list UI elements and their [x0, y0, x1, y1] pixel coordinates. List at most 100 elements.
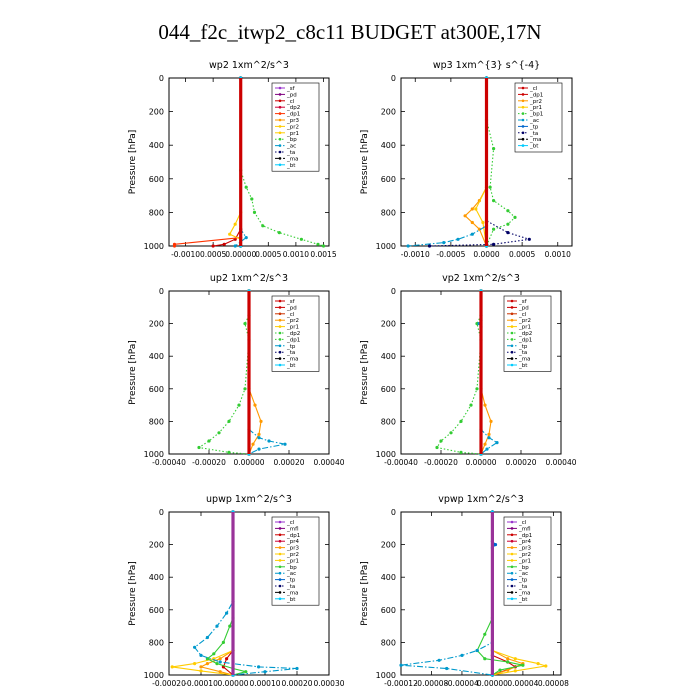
legend-label: _ac	[529, 118, 539, 124]
legend-marker	[278, 137, 282, 141]
legend-marker	[510, 306, 514, 309]
legend-marker	[510, 533, 514, 537]
x-tick-label: -0.0010	[171, 250, 200, 259]
data-point-ac	[199, 653, 203, 658]
legend-label: _tp	[518, 578, 528, 584]
data-point-bp	[250, 197, 254, 201]
legend-label: _pr2	[529, 99, 542, 105]
data-point-pr3	[218, 657, 222, 661]
data-point-ac	[225, 611, 229, 615]
legend-label: _pr1	[518, 558, 531, 564]
x-tick-label: 0.00000	[465, 458, 496, 467]
series-line-ac	[194, 512, 298, 676]
legend-label: _tp	[529, 124, 539, 130]
data-point-pr3	[218, 670, 222, 674]
data-point-pr2	[536, 662, 540, 666]
legend-marker	[510, 546, 514, 549]
chart-panel-2: wp3 1xm^{3} s^{-4} Pressure [hPa] 0 200 400 6…	[360, 60, 573, 259]
x-tick-label: 0.00000	[477, 679, 508, 688]
legend-label: _ta	[518, 350, 527, 356]
y-axis-label: Pressure [hPa]	[360, 130, 370, 195]
data-point-bp	[483, 657, 487, 661]
legend-marker	[510, 539, 514, 543]
legend-label: _pr3	[286, 118, 300, 124]
y-tick-label: 800	[381, 638, 396, 647]
y-tick-label: 800	[149, 638, 164, 647]
x-tick-label: 0.0005	[255, 250, 281, 259]
y-axis-label: Pressure [hPa]	[360, 340, 370, 405]
legend-label: _tp	[286, 578, 296, 584]
legend-label: _dp2	[286, 105, 300, 111]
legend-label: _cl	[529, 86, 538, 92]
legend-marker	[510, 350, 514, 354]
x-tick-label: 0.0000	[473, 250, 499, 259]
data-point-dp2	[217, 431, 221, 435]
data-point-pr2	[489, 419, 493, 423]
x-tick-label: -0.00040	[152, 458, 186, 467]
legend-marker	[510, 578, 514, 581]
legend-marker	[278, 150, 282, 154]
data-point-ac	[205, 635, 209, 640]
data-point-pr1	[233, 222, 237, 226]
legend-marker	[510, 357, 514, 360]
legend-marker	[521, 93, 525, 96]
y-tick-label: 400	[381, 352, 396, 361]
data-point-bp1	[506, 222, 510, 226]
legend-marker	[278, 331, 282, 335]
x-tick-label: -0.00020	[424, 458, 458, 467]
legend-marker	[510, 527, 514, 530]
legend-marker	[278, 552, 282, 556]
x-tick-label: 0.00004	[507, 679, 538, 688]
y-tick-label: 600	[381, 385, 396, 394]
legend-marker	[510, 520, 514, 524]
legend-marker	[510, 363, 514, 367]
data-point-tp	[267, 439, 271, 443]
data-point-bp	[228, 624, 232, 628]
data-point-bp	[299, 237, 303, 241]
data-point-dp2	[197, 445, 201, 450]
data-point-dp1	[172, 244, 177, 248]
legend-marker	[510, 565, 514, 569]
x-tick-label: 0.00020	[273, 458, 304, 467]
x-tick-label: -0.00010	[184, 679, 218, 688]
y-tick-label: 600	[149, 385, 164, 394]
data-point-dp2	[237, 403, 241, 407]
data-point-cl	[222, 242, 226, 246]
legend-label: _dp1	[518, 337, 532, 343]
data-point-tp	[487, 436, 491, 440]
legend-label: _dp1	[286, 533, 300, 539]
legend-marker	[521, 144, 525, 147]
legend-label: _sf	[286, 299, 296, 305]
x-tick-label: -0.00020	[152, 679, 186, 688]
legend-marker	[521, 99, 525, 103]
x-tick-label: 0.00040	[313, 458, 344, 467]
legend-label: _bt	[286, 163, 296, 169]
legend-marker	[510, 344, 514, 348]
legend-label: _tp	[518, 344, 528, 350]
legend-label: _ma	[518, 357, 530, 363]
y-tick-label: 0	[391, 508, 396, 517]
legend-label: _dp1	[286, 112, 300, 118]
data-point-dp2	[475, 387, 479, 391]
legend-marker	[278, 571, 282, 575]
y-tick-label: 1000	[376, 671, 396, 680]
legend-marker	[278, 93, 282, 96]
y-tick-label: 200	[149, 541, 164, 550]
chart-title: upwp 1xm^2/s^3	[206, 494, 292, 505]
y-axis-label: Pressure [hPa]	[360, 561, 370, 626]
legend-marker	[521, 125, 525, 128]
data-point-bp	[244, 670, 248, 674]
data-point-tp	[485, 447, 489, 451]
legend-marker	[521, 86, 525, 90]
legend-marker	[278, 565, 282, 569]
data-point-bp	[221, 640, 225, 645]
legend-marker	[278, 350, 282, 354]
data-point-bp	[212, 652, 216, 656]
x-tick-label: 0.00030	[313, 679, 344, 688]
legend-label: _pr3	[518, 546, 532, 552]
legend-label: _ac	[286, 571, 296, 577]
legend-label: _dp1	[529, 92, 543, 98]
legend-label: _cl	[518, 520, 527, 526]
legend-marker	[278, 584, 282, 588]
data-point-ta	[492, 242, 496, 246]
